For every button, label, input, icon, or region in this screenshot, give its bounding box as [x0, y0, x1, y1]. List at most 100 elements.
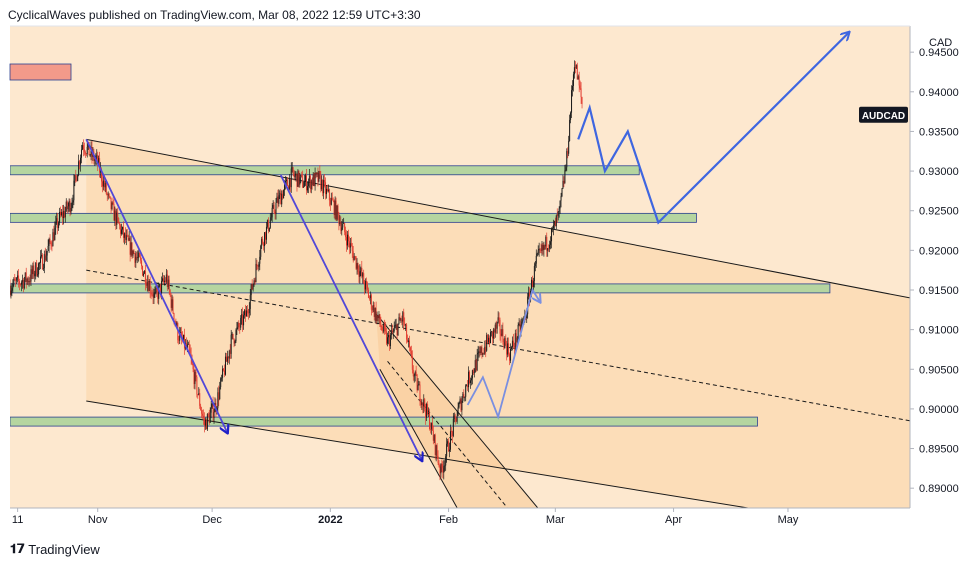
candle-body-333 [326, 188, 328, 192]
candle-body-548 [531, 279, 533, 287]
candle-body-492 [478, 351, 480, 353]
candle-body-148 [150, 292, 152, 294]
candle-body-537 [521, 321, 523, 325]
candle-body-450 [438, 462, 440, 467]
candle-body-74 [80, 157, 82, 165]
candle-body-518 [503, 342, 505, 349]
candle-body-226 [224, 356, 226, 375]
candle-body-570 [552, 225, 554, 229]
candle-body-48 [55, 221, 57, 228]
candle-body-36 [43, 254, 45, 269]
candle-body-455 [443, 465, 445, 473]
candle-body-527 [511, 340, 513, 348]
price-tick-label-6: 0.91500 [919, 285, 959, 297]
candle-body-229 [227, 356, 229, 359]
candle-body-573 [555, 215, 557, 227]
candle-body-29 [37, 274, 39, 276]
candle-body-395 [386, 331, 388, 344]
candle-body-468 [455, 417, 457, 422]
candle-body-156 [158, 285, 160, 299]
candle-body-462 [449, 431, 451, 450]
candle-body-13 [21, 279, 23, 283]
candle-body-530 [514, 333, 516, 348]
candle-body-340 [333, 200, 335, 216]
candle-body-538 [522, 319, 524, 322]
candle-body-289 [285, 180, 287, 185]
tradingview-branding[interactable]: 𝟏𝟳 TradingView [10, 541, 100, 557]
candle-body-147 [149, 282, 151, 293]
candle-body-472 [459, 399, 461, 403]
candle-body-409 [399, 317, 401, 321]
candle-body-97 [101, 181, 103, 187]
candle-body-566 [549, 244, 551, 249]
candle-body-332 [326, 188, 328, 195]
candle-body-172 [173, 313, 175, 322]
candle-body-262 [259, 256, 261, 264]
candle-body-590 [572, 85, 573, 91]
candle-body-501 [487, 335, 489, 343]
candle-body-20 [28, 281, 30, 283]
candle-body-594 [575, 64, 577, 69]
candle-body-328 [322, 179, 324, 194]
candle-body-442 [430, 422, 432, 430]
candle-body-205 [204, 420, 206, 426]
candle-body-1 [10, 290, 12, 295]
candle-body-10 [19, 281, 21, 285]
candle-body-410 [400, 319, 402, 321]
candle-body-266 [263, 243, 265, 247]
candle-body-274 [270, 217, 272, 220]
candle-body-152 [154, 292, 156, 294]
candle-body-134 [137, 257, 139, 259]
candle-body-438 [427, 404, 429, 415]
candle-body-110 [114, 210, 116, 221]
candle-body-435 [424, 399, 426, 410]
candle-body-567 [550, 241, 552, 245]
candle-body-525 [510, 348, 512, 361]
candle-body-49 [56, 218, 58, 222]
candle-body-188 [188, 343, 190, 350]
candle-body-218 [217, 392, 219, 409]
candle-body-322 [316, 172, 318, 174]
candle-body-445 [433, 435, 435, 441]
candle-body-477 [464, 396, 466, 398]
candle-body-342 [335, 200, 337, 220]
channel-fill [86, 139, 910, 508]
candle-body-517 [502, 329, 504, 343]
candle-body-408 [398, 317, 400, 324]
candle-body-399 [389, 335, 391, 347]
candle-body-101 [105, 183, 107, 195]
candle-body-372 [364, 283, 366, 290]
candle-body-483 [469, 380, 471, 384]
candle-body-265 [262, 238, 264, 244]
candle-body-255 [252, 284, 254, 290]
candle-body-496 [482, 353, 484, 355]
candle-body-60 [66, 201, 68, 210]
candle-body-473 [460, 399, 462, 411]
candle-body-21 [29, 281, 31, 282]
channel-line-1 [86, 138, 910, 299]
author-name[interactable]: CyclicalWaves [8, 8, 86, 22]
candle-body-155 [157, 290, 159, 299]
candle-body-122 [125, 235, 127, 240]
candle-body-195 [195, 371, 197, 377]
candle-body-588 [570, 112, 572, 120]
candle-body-159 [161, 280, 163, 294]
candle-body-587 [569, 119, 571, 142]
candle-body-390 [381, 326, 383, 331]
inner-channel-line-3 [379, 369, 458, 508]
candle-body-103 [107, 193, 109, 195]
candle-body-512 [497, 317, 499, 323]
candle-body-357 [349, 243, 351, 248]
time-tick-label-3: 2022 [318, 514, 342, 526]
price-axis[interactable]: CAD 0.94500 0.94000 0.93500 0.93000 0.92500 0… [910, 37, 959, 495]
candle-body-93 [98, 158, 100, 165]
candle-body-571 [553, 220, 555, 226]
candle-body-367 [359, 270, 361, 277]
candle-body-245 [243, 315, 245, 326]
candle-body-596 [577, 76, 579, 80]
candle-body-591 [572, 74, 574, 86]
candle-body-316 [310, 180, 312, 190]
candle-body-389 [380, 323, 382, 327]
candle-body-279 [275, 202, 277, 214]
